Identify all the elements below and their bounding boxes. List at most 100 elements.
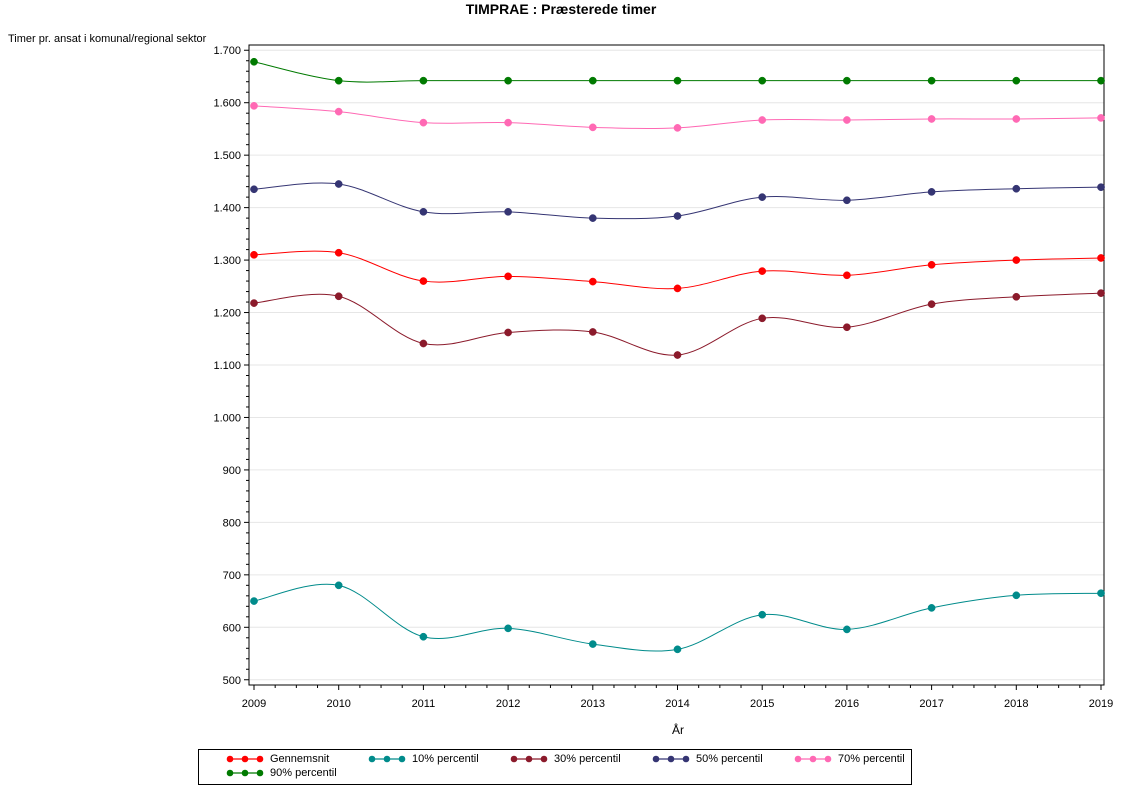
legend-item: 90% percentil	[226, 766, 337, 780]
data-point	[334, 76, 343, 85]
data-point	[250, 250, 258, 259]
data-point	[673, 284, 682, 293]
data-point	[843, 76, 851, 85]
chart-title: TIMPRAE : Præsterede timer	[465, 1, 657, 17]
data-point	[673, 645, 682, 654]
y-tick-label: 1.200	[213, 308, 241, 320]
data-point	[334, 292, 343, 301]
x-axis-label: År	[672, 722, 684, 737]
data-point	[419, 339, 428, 348]
data-point	[419, 632, 428, 641]
data-point	[588, 277, 597, 286]
gridlines	[250, 49, 1104, 681]
data-point	[1012, 256, 1021, 264]
legend: Gennemsnit 10% percentil 30% percentil 50% …	[198, 749, 912, 785]
data-point	[843, 196, 851, 205]
data-point	[758, 116, 767, 124]
x-tick-label: 2010	[326, 698, 350, 710]
data-point	[588, 214, 597, 222]
legend-item: 10% percentil	[368, 752, 479, 766]
data-point	[588, 328, 597, 336]
legend-label: 70% percentil	[838, 753, 905, 765]
y-axis-label: Timer pr. ansat i komunal/regional sekto…	[8, 33, 207, 45]
data-point	[504, 76, 512, 85]
legend-item: Gennemsnit	[226, 752, 329, 766]
data-point	[1097, 76, 1105, 85]
legend-item: 50% percentil	[652, 752, 763, 766]
y-tick-label: 1.400	[213, 203, 241, 215]
data-point	[1012, 292, 1021, 301]
y-tick-label: 700	[223, 570, 241, 582]
x-tick-label: 2013	[581, 698, 605, 710]
series-gennemsnit	[250, 248, 1105, 293]
data-point	[1097, 183, 1105, 192]
legend-label: Gennemsnit	[270, 753, 330, 765]
data-point	[927, 260, 936, 269]
legend-marker	[794, 755, 832, 763]
x-tick-label: 2018	[1004, 698, 1028, 710]
y-tick-label: 800	[223, 517, 241, 529]
y-tick-label: 900	[223, 465, 241, 477]
series-lines	[250, 57, 1105, 654]
data-point	[419, 76, 428, 85]
series-line	[253, 292, 1102, 356]
legend-item: 30% percentil	[510, 752, 621, 766]
x-tick-label: 2017	[919, 698, 943, 710]
data-point	[504, 328, 512, 337]
data-point	[1097, 589, 1105, 598]
data-point	[1097, 289, 1105, 297]
legend-marker	[226, 769, 264, 777]
data-point	[419, 207, 428, 216]
legend-item: 70% percentil	[794, 752, 905, 766]
data-point	[250, 57, 258, 66]
y-tick-label: 1.600	[213, 98, 241, 110]
plot-area: 500 600 700 800 900 1.000 1.100 1.200 1.300 1.400…	[213, 44, 1113, 737]
data-point	[504, 272, 512, 281]
x-tick-label: 2015	[750, 698, 774, 710]
data-point	[673, 351, 682, 359]
data-point	[334, 581, 343, 590]
data-point	[588, 640, 597, 648]
x-tick-label: 2019	[1089, 698, 1113, 710]
data-point	[843, 116, 851, 124]
data-point	[1012, 184, 1021, 193]
y-tick-label: 500	[223, 675, 241, 687]
x-tick-label: 2009	[242, 698, 266, 710]
data-point	[334, 107, 343, 116]
data-point	[927, 604, 936, 612]
y-tick-label: 600	[223, 622, 241, 634]
data-point	[758, 314, 767, 323]
series-30-percentil	[250, 289, 1105, 359]
axes: 500 600 700 800 900 1.000 1.100 1.200 1.300 1.400…	[213, 45, 1113, 710]
series-50-percentil	[250, 180, 1105, 222]
data-point	[588, 76, 597, 85]
legend-label: 90% percentil	[270, 767, 337, 779]
legend-marker	[368, 755, 406, 763]
legend-marker	[510, 755, 548, 763]
data-point	[843, 323, 851, 332]
data-point	[843, 271, 851, 280]
data-point	[419, 277, 428, 285]
legend-label: 50% percentil	[696, 753, 763, 765]
data-point	[927, 188, 936, 196]
data-point	[504, 118, 512, 127]
data-point	[250, 185, 258, 194]
data-point	[843, 625, 851, 634]
data-point	[1012, 115, 1021, 123]
data-point	[927, 76, 936, 85]
data-point	[673, 124, 682, 132]
data-point	[927, 115, 936, 123]
legend-label: 30% percentil	[554, 753, 621, 765]
data-point	[1012, 591, 1021, 600]
y-tick-label: 1.100	[213, 360, 241, 372]
series-line	[253, 250, 1102, 290]
y-tick-label: 1.000	[213, 412, 241, 424]
data-point	[758, 610, 767, 619]
data-point	[250, 102, 258, 110]
legend-marker	[652, 755, 690, 763]
x-tick-label: 2011	[412, 698, 436, 710]
y-tick-label: 1.300	[213, 255, 241, 267]
x-tick-label: 2012	[496, 698, 520, 710]
data-point	[673, 76, 682, 85]
legend-label: 10% percentil	[412, 753, 479, 765]
